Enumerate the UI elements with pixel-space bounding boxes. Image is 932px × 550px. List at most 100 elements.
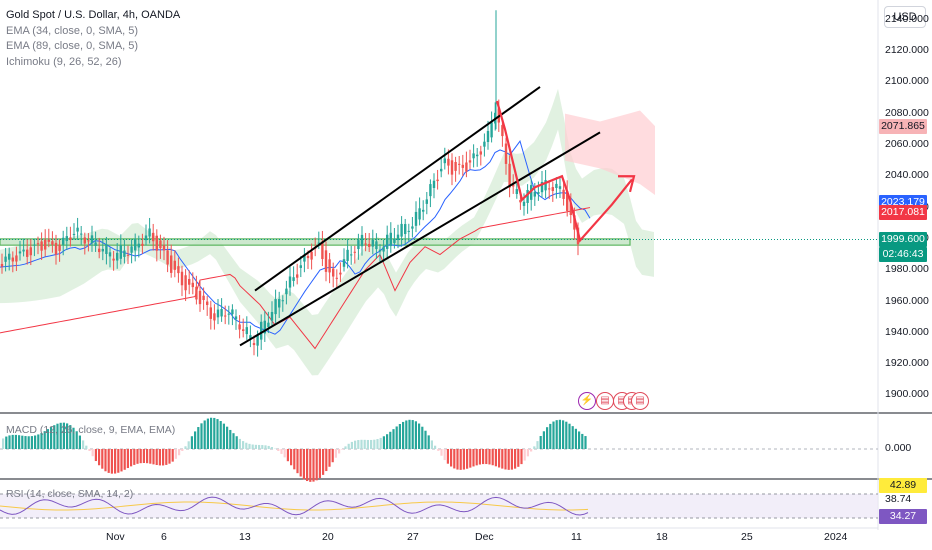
candle — [450, 160, 454, 175]
macd-bar — [574, 428, 577, 449]
candle — [436, 179, 439, 182]
macd-bar — [82, 440, 85, 449]
macd-bar — [411, 420, 414, 449]
macd-bar — [350, 441, 353, 449]
candle — [54, 242, 58, 255]
candle — [245, 327, 248, 335]
candle — [144, 235, 148, 241]
macd-bar — [424, 430, 427, 449]
macd-bar — [24, 436, 27, 449]
candle — [260, 321, 263, 340]
macd-bar — [533, 446, 536, 449]
candle — [267, 322, 270, 328]
time-tick: 6 — [161, 531, 167, 543]
time-tick: 2024 — [824, 531, 848, 543]
candle — [414, 211, 418, 226]
currency-selector[interactable]: USD — [884, 6, 926, 28]
price-tick: 1900.000 — [885, 388, 929, 401]
macd-bar — [235, 436, 238, 449]
price-tick: 2060.000 — [885, 137, 929, 150]
price-tick: 1940.000 — [885, 325, 929, 338]
macd-bar — [123, 449, 126, 470]
macd-bar — [315, 449, 318, 481]
macd-bar — [514, 449, 517, 469]
macd-bar — [299, 449, 302, 477]
macd-bar — [107, 449, 110, 473]
macd-bar — [149, 449, 152, 464]
macd-bar — [504, 449, 507, 470]
macd-bar — [152, 449, 155, 465]
macd-bar — [379, 437, 382, 449]
candle — [238, 324, 241, 330]
macd-bar — [293, 449, 296, 470]
macd-bar — [219, 421, 222, 449]
macd-bar — [114, 449, 117, 474]
price-tick: 2140.000 — [885, 12, 929, 25]
candle — [216, 309, 220, 318]
price-badge: 1999.600 — [879, 232, 927, 247]
candle — [508, 163, 511, 188]
macd-bar — [130, 449, 133, 467]
bolt-icon[interactable]: ⚡ — [578, 392, 596, 410]
candle — [141, 243, 144, 246]
candle — [227, 313, 230, 315]
candle — [501, 125, 504, 137]
macd-bar — [280, 449, 283, 454]
candle — [90, 235, 94, 244]
macd-bar — [181, 449, 184, 452]
macd-bar — [8, 435, 11, 449]
macd-bar — [126, 449, 129, 469]
candle — [540, 181, 544, 193]
price-tick: 1980.000 — [885, 263, 929, 276]
us-flag-icon[interactable]: ▤ — [596, 392, 614, 410]
macd-bar — [370, 439, 373, 449]
candle — [40, 241, 43, 251]
macd-bar — [94, 449, 97, 462]
macd-bar — [440, 449, 443, 456]
candle — [537, 192, 540, 194]
us-flag-icon[interactable]: ▤ — [631, 392, 649, 410]
macd-bar — [405, 420, 408, 449]
projection-arrowhead — [618, 175, 636, 193]
macd-bar — [88, 449, 91, 452]
candle — [389, 232, 392, 247]
macd-bar — [242, 441, 245, 449]
macd-bar — [238, 438, 241, 449]
candle — [339, 272, 342, 275]
candle — [386, 234, 389, 249]
macd-bar — [261, 445, 264, 449]
macd-bar — [347, 443, 350, 449]
macd-bar — [402, 421, 405, 449]
macd-bar — [85, 445, 88, 449]
candle — [454, 161, 457, 171]
macd-bar — [462, 449, 465, 470]
macd-label: MACD (12, 26, close, 9, EMA, EMA) — [6, 424, 176, 436]
candle — [231, 309, 234, 315]
candle — [249, 335, 252, 339]
candle — [573, 215, 576, 230]
candle — [522, 201, 526, 206]
price-tick: 1960.000 — [885, 294, 929, 307]
candle — [465, 162, 468, 172]
rsi-label: RSI (14, close, SMA, 14, 2) — [6, 488, 134, 500]
candle — [526, 190, 529, 203]
macd-bar — [62, 422, 65, 449]
candle — [256, 335, 259, 346]
macd-bar — [318, 449, 321, 479]
macd-bar — [165, 449, 168, 465]
price-tick: 2100.000 — [885, 75, 929, 88]
macd-bar — [488, 449, 491, 465]
candle — [411, 226, 414, 229]
candle — [458, 163, 461, 165]
ema89-legend: EMA (89, close, 0, SMA, 5) — [6, 40, 139, 52]
candle — [303, 254, 306, 262]
chart-title: Gold Spot / U.S. Dollar, 4h, OANDA — [6, 9, 181, 21]
macd-bar — [507, 449, 510, 470]
macd-bar — [258, 444, 261, 449]
macd-bar — [34, 435, 37, 449]
channel-lower — [239, 131, 601, 347]
candle — [479, 151, 482, 155]
macd-bar — [366, 439, 369, 449]
macd-bar — [430, 440, 433, 449]
